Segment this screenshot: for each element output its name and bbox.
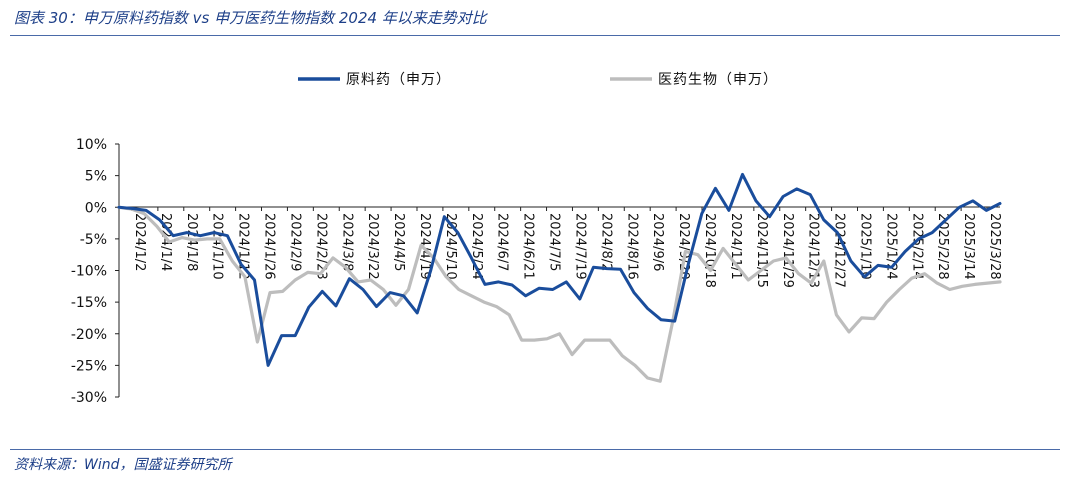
x-tick-label: 2024/1/26: [262, 213, 277, 280]
x-tick-label: 2025/3/14: [961, 213, 976, 280]
series-line-api: [117, 172, 1002, 367]
x-tick-label: 2024/8/2: [598, 213, 613, 271]
bottom-rule: [10, 449, 1060, 450]
x-tick-label: 2024/12/13: [806, 213, 821, 288]
y-axis: 10% 5% 0% -5% -10% -15% -20% -25% -30%: [71, 137, 120, 406]
x-tick-label: 2025/2/14: [909, 213, 924, 280]
x-tick-label: 2024/11/1: [728, 213, 743, 280]
x-tick-label: 2024/11/15: [754, 213, 769, 288]
x-tick-label: 2024/8/16: [624, 213, 639, 280]
y-tick-label: -15%: [71, 295, 107, 311]
series-line-pharma: [117, 205, 1002, 383]
x-tick-label: 2024/3/22: [365, 213, 380, 280]
x-tick-label: 2024/1/10: [210, 213, 225, 280]
x-tick-label: 2024/10/18: [702, 213, 717, 288]
legend: 原料药（申万） 医药生物（申万）: [298, 72, 778, 88]
y-tick-label: 5%: [85, 169, 107, 185]
y-tick-label: -30%: [71, 390, 107, 406]
y-tick-label: -5%: [80, 232, 107, 248]
y-tick-label: -25%: [71, 358, 107, 374]
x-tick-label: 2024/7/5: [547, 213, 562, 271]
x-tick-label: 2024/4/5: [391, 213, 406, 271]
x-tick-label: 2024/3/8: [339, 213, 354, 271]
x-tick-label: 2024/6/7: [495, 213, 510, 271]
x-tick-label: 2024/6/21: [521, 213, 536, 280]
x-tick-label: 2024/2/23: [313, 213, 328, 280]
y-tick-label: 0%: [85, 200, 107, 216]
x-tick-label: 2025/1/24: [883, 213, 898, 280]
x-tick-label: 2024/11/29: [780, 213, 795, 288]
x-tick-label: 2024/1/4: [158, 213, 173, 271]
top-rule: [10, 35, 1060, 36]
x-tick-label: 2024/1/8: [184, 213, 199, 271]
legend-label: 原料药（申万）: [346, 72, 451, 88]
legend-label: 医药生物（申万）: [658, 72, 778, 88]
x-tick-label: 2024/9/6: [650, 213, 665, 271]
figure-source: 资料来源：Wind，国盛证券研究所: [14, 457, 232, 473]
x-tick-label: 2024/2/9: [287, 213, 302, 271]
series-layer: [117, 172, 1002, 383]
y-tick-label: -20%: [71, 327, 107, 343]
y-tick-label: -10%: [71, 264, 107, 280]
x-tick-label: 2024/4/19: [417, 213, 432, 280]
x-tick-label: 2024/7/19: [572, 213, 587, 280]
x-tick-label: 2025/1/10: [857, 213, 872, 280]
x-tick-label: 2024/1/2: [132, 213, 147, 271]
x-tick-label: 2025/2/28: [935, 213, 950, 280]
figure-title: 图表 30：申万原料药指数 vs 申万医药生物指数 2024 年以来走势对比: [14, 9, 487, 27]
x-tick-label: 2025/3/28: [987, 213, 1002, 280]
y-tick-label: 10%: [76, 137, 107, 153]
